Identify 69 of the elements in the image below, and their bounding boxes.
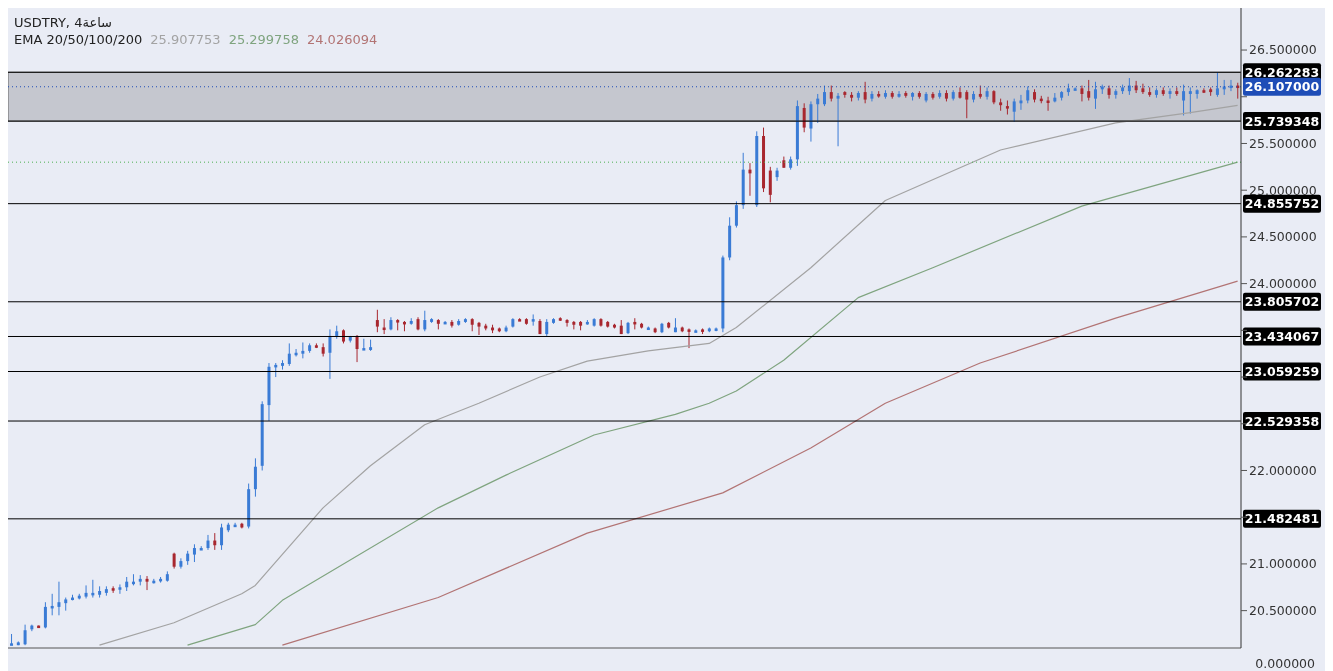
candlestick: [57, 581, 61, 616]
candlestick: [863, 81, 867, 104]
y-tick-label: 22.000000: [1249, 462, 1317, 478]
candlestick: [1093, 81, 1097, 110]
legend-title: EMA 20/50/100/200: [14, 32, 143, 47]
candlestick: [1087, 79, 1091, 101]
text: 25.907753: [150, 32, 221, 47]
candlestick: [179, 557, 183, 570]
candlestick: [287, 342, 291, 367]
text: 25.299758: [228, 32, 299, 47]
candlestick: [145, 575, 149, 591]
ref-line-label: 23.059259: [1244, 364, 1320, 380]
candlestick: [477, 321, 481, 336]
text: USDTRY, 4ساعة: [14, 14, 112, 31]
candlestick: [958, 86, 962, 100]
candlestick: [328, 328, 332, 380]
candlestick: [775, 167, 779, 182]
line-series: [186, 161, 1239, 646]
candlestick: [1012, 98, 1016, 123]
ref-line-label: 23.434067: [1244, 329, 1320, 344]
candlestick: [450, 319, 454, 329]
candlestick: [1168, 87, 1172, 100]
candlestick: [870, 90, 874, 102]
y-tick-label: 25.500000: [1249, 135, 1317, 151]
ref-line-label: 24.855752: [1244, 196, 1320, 212]
candlestick: [1215, 71, 1219, 98]
candlestick: [897, 90, 901, 99]
candlestick: [965, 89, 969, 119]
candlestick: [985, 86, 989, 101]
y-tick-label: 24.500000: [1249, 229, 1317, 245]
candlestick: [1141, 83, 1145, 95]
candlestick: [802, 102, 806, 133]
candlestick: [565, 318, 569, 328]
y-tick-label: 25.000000: [1249, 182, 1317, 198]
candlestick: [1080, 85, 1084, 102]
ref-line-label: 23.805702: [1244, 294, 1320, 310]
candlestick: [823, 85, 826, 107]
candlestick: [220, 523, 224, 551]
candlestick: [118, 583, 122, 595]
candlestick: [43, 601, 47, 629]
candlestick: [253, 457, 257, 498]
y-tick-label: 21.000000: [1249, 556, 1317, 572]
candlestick: [23, 624, 27, 646]
candlestick: [206, 534, 210, 551]
text: 0.000000: [1255, 656, 1315, 671]
y-tick-label: 24.000000: [1249, 276, 1317, 292]
y-tick-label: 20.500000: [1249, 603, 1317, 619]
line-series: [281, 280, 1239, 646]
candlestick: [423, 310, 427, 332]
candlestick: [931, 91, 935, 101]
candlestick: [1188, 86, 1192, 115]
candlestick: [1182, 84, 1186, 116]
ref-line-label: 21.482481: [1244, 511, 1320, 527]
ref-line-label: 25.739348: [1244, 113, 1320, 129]
text: 24.026094: [306, 32, 378, 47]
candlestick: [687, 327, 691, 349]
candlestick: [84, 584, 88, 599]
ref-line-label: 22.529358: [1244, 413, 1320, 429]
ref-line-label: 26.262283: [1244, 64, 1320, 80]
candlestick: [1046, 96, 1050, 112]
y-tick-label: 26.500000: [1249, 42, 1317, 58]
candlestick: [375, 309, 379, 333]
candlestick: [355, 334, 359, 363]
candlestick: [1019, 94, 1023, 111]
candlestick: [1195, 88, 1199, 100]
candlestick: [836, 92, 840, 147]
ref-line-label: 26.107000: [1244, 79, 1320, 95]
candlestick: [734, 200, 738, 229]
line-series: [98, 104, 1239, 646]
